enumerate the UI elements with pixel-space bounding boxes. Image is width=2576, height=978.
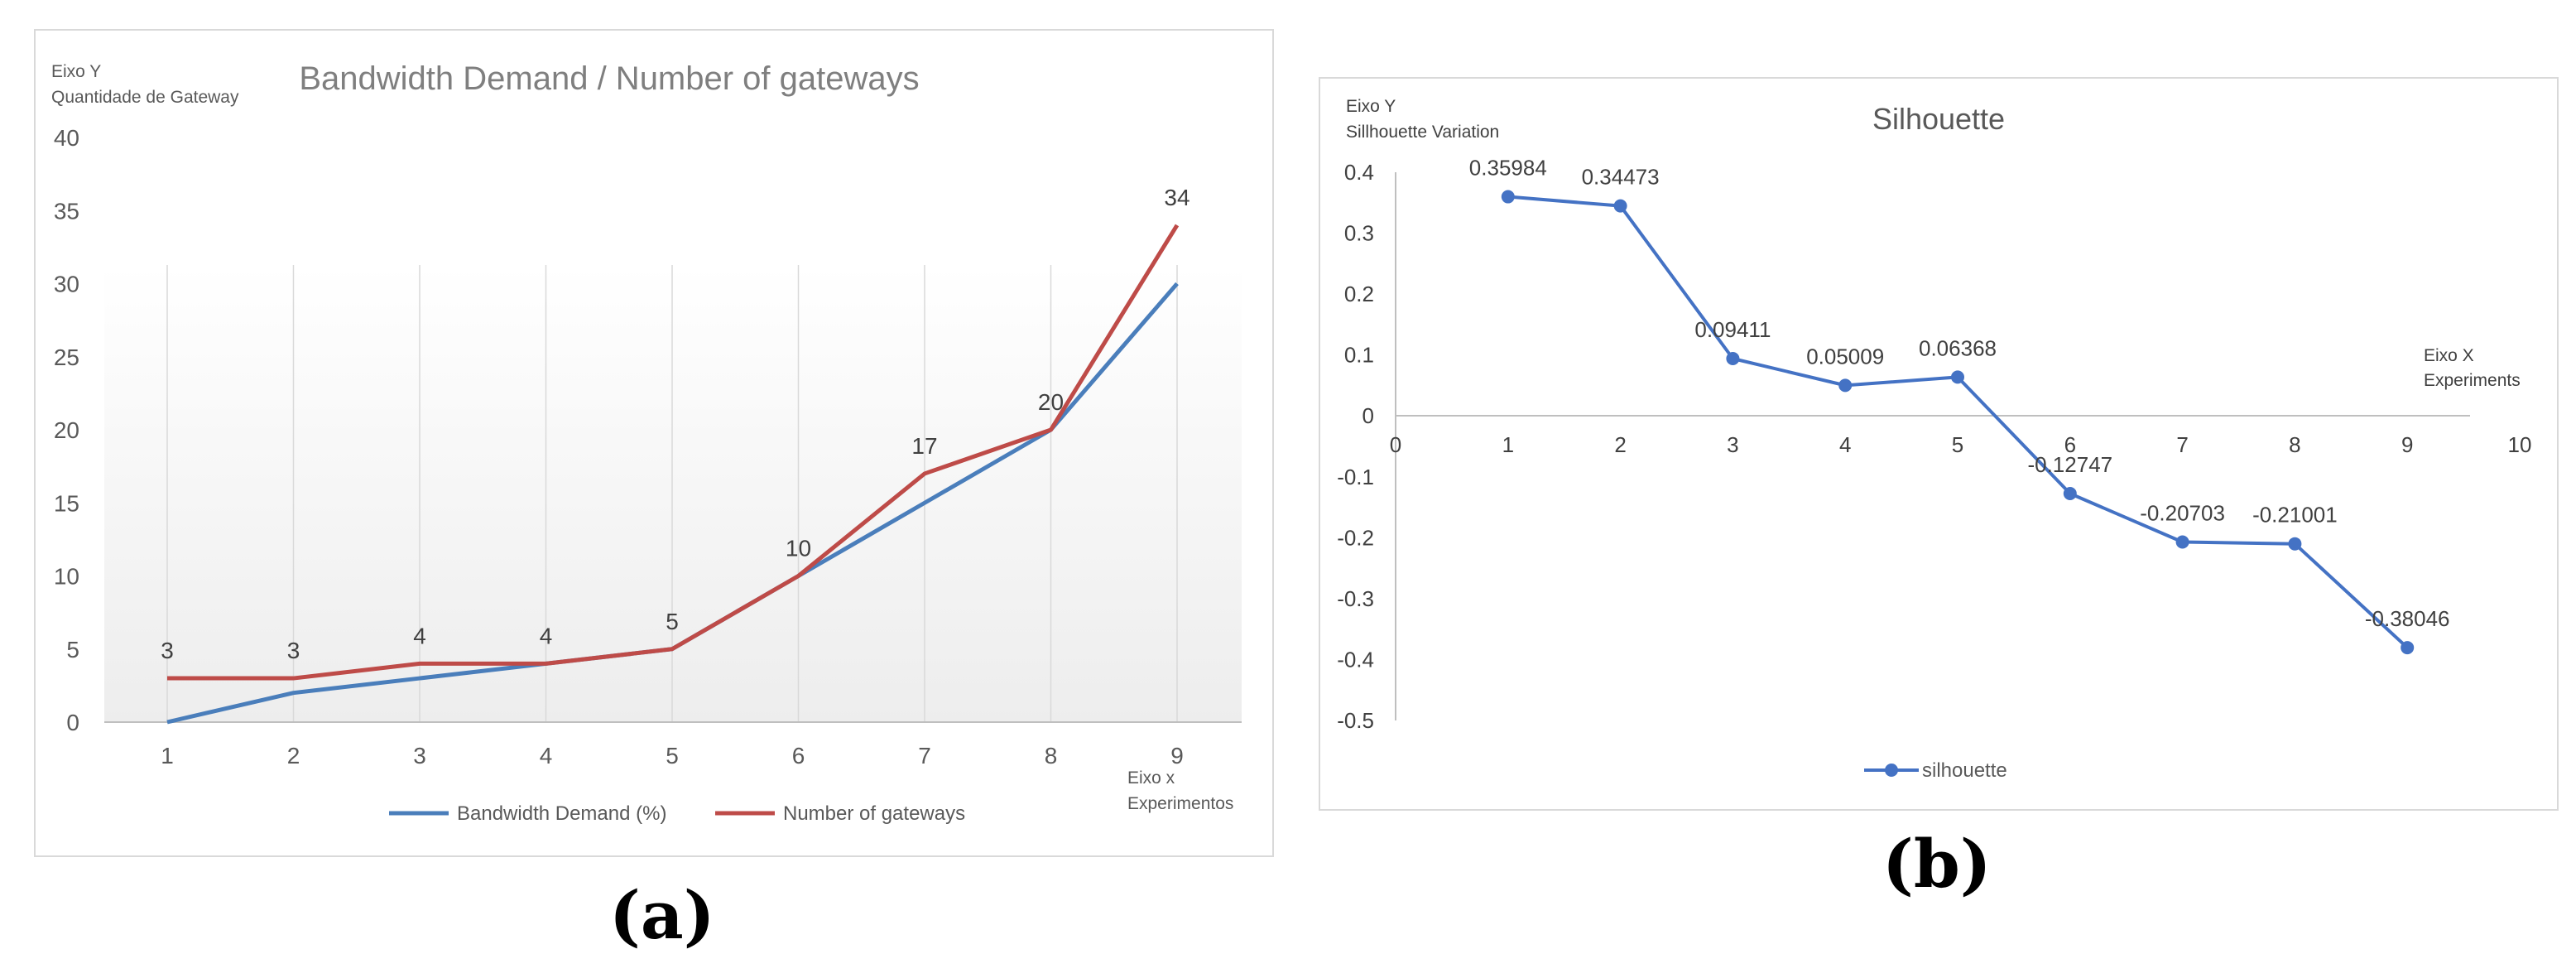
chart-b-y-tick--0.4: -0.4 (1337, 647, 1374, 672)
chart-a-x-tick-1: 1 (161, 743, 174, 768)
chart-b-data-label-6: -0.12747 (2027, 452, 2112, 477)
chart-a-y-tick-10: 10 (54, 564, 79, 590)
chart-a-data-label-2: 3 (287, 638, 300, 663)
chart-a-x-tick-6: 6 (792, 743, 805, 768)
chart-b-y-tick-0.3: 0.3 (1344, 221, 1374, 246)
chart-a-y-tick-30: 30 (54, 272, 79, 297)
chart-a-y-tick-5: 5 (66, 637, 79, 662)
chart-b-y-tick-labels: -0.5 -0.4 -0.3 -0.2 -0.1 0 0.1 0.2 0.3 0.4 (1337, 160, 1374, 733)
legend-label-bandwidth-demand: Bandwidth Demand (%) (457, 802, 666, 825)
chart-a-x-tick-5: 5 (666, 743, 679, 768)
chart-a-x-tick-3: 3 (413, 743, 426, 768)
chart-a-x-tick-7: 7 (918, 743, 931, 768)
chart-b-marker-8 (2288, 537, 2302, 551)
chart-a-y-axis-label-line2: Quantidade de Gateway (51, 88, 239, 107)
chart-a-y-tick-15: 15 (54, 490, 79, 516)
legend-label-silhouette: silhouette (1922, 759, 2007, 782)
chart-b-y-tick-0.2: 0.2 (1344, 282, 1374, 306)
chart-a-data-label-3: 4 (413, 623, 426, 648)
chart-a-y-tick-0: 0 (66, 710, 79, 735)
chart-b-marker-1 (1501, 190, 1515, 204)
chart-b-y-tick--0.5: -0.5 (1337, 708, 1374, 733)
chart-b: -0.5 -0.4 -0.3 -0.2 -0.1 0 0.1 0.2 0.3 0.4 0 1 2 3 4 5… (1319, 77, 2559, 811)
chart-b-x-tick-8: 8 (2289, 432, 2300, 457)
chart-b-y-tick-0.4: 0.4 (1344, 160, 1374, 185)
chart-a-series-line-number-of-gateways (167, 224, 1180, 681)
chart-b-marker-5 (1951, 370, 1964, 384)
chart-a-data-label-4: 4 (540, 623, 553, 648)
chart-a-data-label-1: 3 (161, 638, 174, 663)
chart-b-x-tick-0: 0 (1390, 432, 1401, 457)
chart-a-y-tick-labels: 0 5 10 15 20 25 30 35 40 (54, 125, 79, 735)
chart-b-x-tick-10: 10 (2508, 432, 2532, 457)
chart-a-x-tick-2: 2 (287, 743, 300, 768)
chart-b-y-tick-0: 0 (1362, 403, 1374, 428)
chart-b-marker-3 (1726, 351, 1740, 365)
chart-a-data-label-6: 10 (786, 536, 811, 561)
chart-b-data-label-7: -0.20703 (2140, 501, 2225, 526)
chart-a-x-tick-9: 9 (1170, 743, 1184, 768)
chart-a-y-tick-20: 20 (54, 417, 79, 443)
legend-marker-silhouette (1885, 764, 1898, 777)
chart-b-y-tick--0.3: -0.3 (1337, 586, 1374, 611)
chart-b-frame (1319, 77, 2559, 811)
chart-b-data-label-9: -0.38046 (2365, 606, 2450, 631)
chart-b-legend: silhouette (1864, 759, 2007, 782)
chart-a-data-label-9: 34 (1164, 185, 1189, 210)
chart-b-x-axis-label-line1: Eixo X (2424, 346, 2474, 365)
chart-a-title: Bandwidth Demand / Number of gateways (299, 60, 919, 97)
chart-b-x-tick-6: 6 (2064, 432, 2076, 457)
chart-a-series-lines (166, 224, 1180, 725)
chart-a-x-tick-labels: 1 2 3 4 5 6 7 8 9 (161, 743, 1184, 768)
chart-b-x-tick-labels: 0 1 2 3 4 5 6 7 8 9 10 (1390, 432, 2532, 457)
chart-b-y-tick--0.1: -0.1 (1337, 465, 1374, 489)
chart-b-marker-9 (2401, 641, 2415, 655)
chart-a-x-tick-8: 8 (1045, 743, 1058, 768)
chart-b-x-tick-1: 1 (1502, 432, 1514, 457)
chart-a-y-tick-40: 40 (54, 125, 79, 151)
chart-b-marker-6 (2063, 486, 2077, 500)
chart-b-title: Silhouette (1872, 102, 2005, 136)
chart-b-markers (1501, 190, 2415, 655)
chart-a-x-axis-label-line2: Experimentos (1127, 794, 1233, 813)
chart-b-y-tick--0.2: -0.2 (1337, 525, 1374, 550)
chart-b-y-axis-label-line2: Sillhouette Variation (1346, 123, 1499, 142)
chart-b-x-axis-label-line2: Experiments (2424, 371, 2521, 390)
chart-a-x-axis-label-line1: Eixo x (1127, 768, 1175, 788)
chart-b-data-labels: 0.35984 0.34473 0.09411 0.05009 0.06368 -0.12… (1469, 156, 2450, 632)
caption-b: (b) (1882, 825, 1992, 903)
caption-a: (a) (609, 876, 715, 954)
chart-a-x-tick-4: 4 (540, 743, 553, 768)
chart-a-data-label-7: 17 (911, 433, 937, 459)
chart-b-y-tick-0.1: 0.1 (1344, 343, 1374, 368)
chart-b-x-tick-3: 3 (1727, 432, 1738, 457)
chart-a-y-tick-35: 35 (54, 198, 79, 224)
chart-b-x-tick-9: 9 (2401, 432, 2413, 457)
chart-a-gridlines (166, 265, 1178, 722)
chart-b-x-tick-7: 7 (2176, 432, 2188, 457)
chart-a-data-label-5: 5 (666, 609, 679, 634)
chart-b-data-label-3: 0.09411 (1694, 317, 1771, 342)
chart-a-legend: Bandwidth Demand (%) Number of gateways (389, 802, 965, 825)
chart-b-data-label-5: 0.06368 (1919, 335, 1997, 360)
chart-b-marker-4 (1838, 378, 1853, 393)
chart-a-plot-area (104, 265, 1242, 722)
chart-b-data-label-8: -0.21001 (2252, 503, 2338, 528)
chart-b-x-tick-4: 4 (1839, 432, 1851, 457)
chart-b-marker-2 (1613, 199, 1627, 213)
chart-b-data-label-4: 0.05009 (1806, 344, 1884, 369)
chart-b-x-tick-5: 5 (1952, 432, 1963, 457)
chart-b-y-axis-label-line1: Eixo Y (1346, 97, 1396, 116)
chart-b-data-label-2: 0.34473 (1582, 165, 1660, 190)
legend-label-number-of-gateways: Number of gateways (783, 802, 965, 825)
chart-b-marker-7 (2175, 535, 2189, 549)
chart-b-x-tick-2: 2 (1614, 432, 1626, 457)
chart-b-data-label-1: 0.35984 (1469, 156, 1547, 181)
chart-a-y-axis-label-line1: Eixo Y (51, 62, 101, 81)
chart-a-y-tick-25: 25 (54, 344, 79, 370)
chart-a-data-label-8: 20 (1038, 389, 1064, 415)
